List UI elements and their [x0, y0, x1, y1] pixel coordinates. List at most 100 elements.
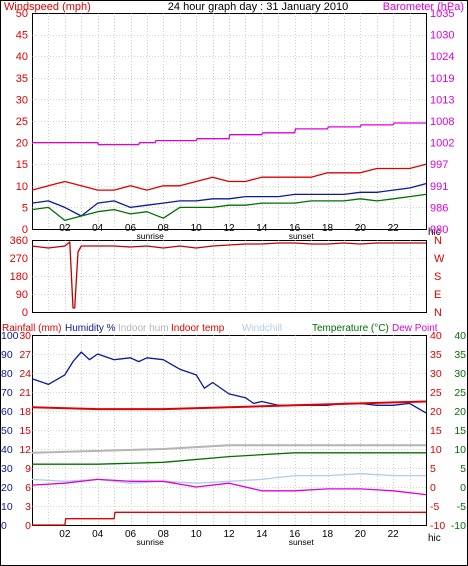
rain-tick-label: 15 [19, 425, 31, 437]
x-tick-label: 18 [322, 223, 334, 234]
rain-tick-label: 30 [19, 330, 31, 342]
compass-tick-label: N [434, 307, 442, 319]
humidity-tick-label: 70 [1, 387, 13, 399]
indoor-temp-tick-label: 15 [430, 425, 442, 437]
windspeed-tick-label: 45 [16, 30, 28, 42]
x-tick-label: 14 [256, 223, 268, 234]
barometer-tick-label: 980 [430, 224, 448, 236]
temperature-tick-label: 0 [460, 482, 466, 494]
x-tick-label: 14 [256, 529, 268, 540]
barometer-axis-title: Barometer (hPa) [383, 1, 464, 13]
barometer-tick-label: 986 [430, 202, 448, 214]
humidity-tick-label: 90 [1, 349, 13, 361]
temperature-tick-label: 40 [454, 330, 466, 342]
rain-tick-label: 21 [19, 387, 31, 399]
barometer-tick-label: 1030 [430, 30, 454, 42]
indoor-temp-tick-label: -5 [430, 501, 439, 513]
windspeed-tick-label: 50 [16, 8, 28, 20]
windspeed-line [31, 163, 427, 191]
x-tick-label: hic [428, 227, 441, 238]
barometer-tick-label: 991 [430, 181, 448, 193]
x-tick-label: 04 [92, 529, 104, 540]
sunset-label: sunset [289, 537, 315, 547]
indoor-temp-tick-label: 35 [430, 349, 442, 361]
x-tick-label: 12 [223, 223, 235, 234]
barometer-tick-label: 1013 [430, 94, 454, 106]
x-tick-label: 18 [322, 529, 334, 540]
temperature-tick-label: 15 [454, 425, 466, 437]
humidity-tick-label: 10 [1, 501, 13, 513]
x-tick-label: 06 [125, 529, 137, 540]
data-series [31, 122, 427, 526]
humidity-tick-label: 0 [1, 520, 7, 532]
indoor-hum-line [31, 444, 426, 454]
x-tick-label: 02 [59, 529, 71, 540]
sunset-label: sunset [289, 231, 315, 241]
compass-tick-label: N [434, 235, 442, 247]
compass-tick-label: W [434, 253, 445, 265]
x-tick-label: 16 [289, 223, 301, 234]
barometer-tick-label: 1008 [430, 116, 454, 128]
windspeed-tick-label: 30 [16, 94, 28, 106]
x-tick-label: 20 [355, 223, 367, 234]
x-tick-label: 20 [355, 529, 367, 540]
indoor-temp-line [31, 400, 427, 411]
windspeed-axis-title: Windspeed (mph) [4, 1, 91, 13]
rain-tick-label: 6 [25, 482, 31, 494]
legend-humidity: Humidity % [65, 323, 116, 334]
barometer-tick-label: 1024 [430, 51, 454, 63]
indoor-temp-tick-label: 10 [430, 444, 442, 456]
legend-indoor-hum: Indoor hum [118, 323, 169, 334]
rain-tick-label: 12 [19, 444, 31, 456]
legend-temperature: Temperature (°C) [312, 323, 389, 334]
temperature-line [32, 452, 426, 465]
windspeed-tick-label: 25 [16, 116, 28, 128]
barometer-tick-label: 997 [430, 159, 448, 171]
direction-tick-label: 0 [22, 307, 28, 319]
temperature-tick-label: 30 [454, 368, 466, 380]
indoor-temp-tick-label: 25 [430, 387, 442, 399]
barometer-tick-label: 1019 [430, 73, 454, 85]
indoor-temp-tick-label: -10 [430, 520, 445, 532]
temperature-tick-label: 20 [454, 406, 466, 418]
humidity-tick-label: 100 [1, 330, 19, 342]
grid-lines [32, 13, 426, 525]
indoor-temp-tick-label: 40 [430, 330, 442, 342]
humidity-tick-label: 60 [1, 406, 13, 418]
indoor-temp-tick-label: 20 [430, 406, 442, 418]
indoor-temp-tick-label: 0 [430, 482, 436, 494]
chart-title: 24 hour graph day : 31 January 2010 [168, 1, 348, 13]
indoor-temp-tick-label: 5 [430, 463, 436, 475]
direction-tick-label: 180 [10, 271, 28, 283]
windspeed-tick-label: 5 [22, 202, 28, 214]
legend-dew-point: Dew Point [392, 323, 438, 334]
humidity-tick-label: 40 [1, 444, 13, 456]
temperature-tick-label: 5 [460, 463, 466, 475]
x-tick-label: 08 [158, 529, 170, 540]
legend-rainfall: Rainfall (mm) [2, 323, 61, 334]
direction-tick-label: 270 [10, 253, 28, 265]
compass-tick-label: S [434, 271, 441, 283]
temperature-tick-label: -5 [457, 501, 466, 513]
x-tick-label: 22 [388, 529, 400, 540]
bottom-legend: Rainfall (mm) Humidity % Indoor hum Indo… [2, 323, 438, 334]
legend-indoor-temp: Indoor temp [171, 323, 225, 334]
wind-direction-line [31, 241, 426, 309]
compass-tick-label: E [434, 289, 441, 301]
windspeed-tick-label: 0 [22, 224, 28, 236]
rainfall-line [32, 511, 426, 526]
legend-windchill: Windchill [242, 323, 282, 334]
humidity-tick-label: 30 [1, 463, 13, 475]
x-tick-label: 12 [223, 529, 235, 540]
temperature-tick-label: -10 [451, 520, 466, 532]
sunrise-label: sunrise [136, 537, 164, 547]
temperature-tick-label: 35 [454, 349, 466, 361]
indoor-temp-tick-label: 30 [430, 368, 442, 380]
x-tick-label: 06 [125, 223, 137, 234]
x-tick-label: 10 [191, 223, 203, 234]
windspeed-tick-label: 10 [16, 181, 28, 193]
direction-tick-label: 360 [10, 235, 28, 247]
